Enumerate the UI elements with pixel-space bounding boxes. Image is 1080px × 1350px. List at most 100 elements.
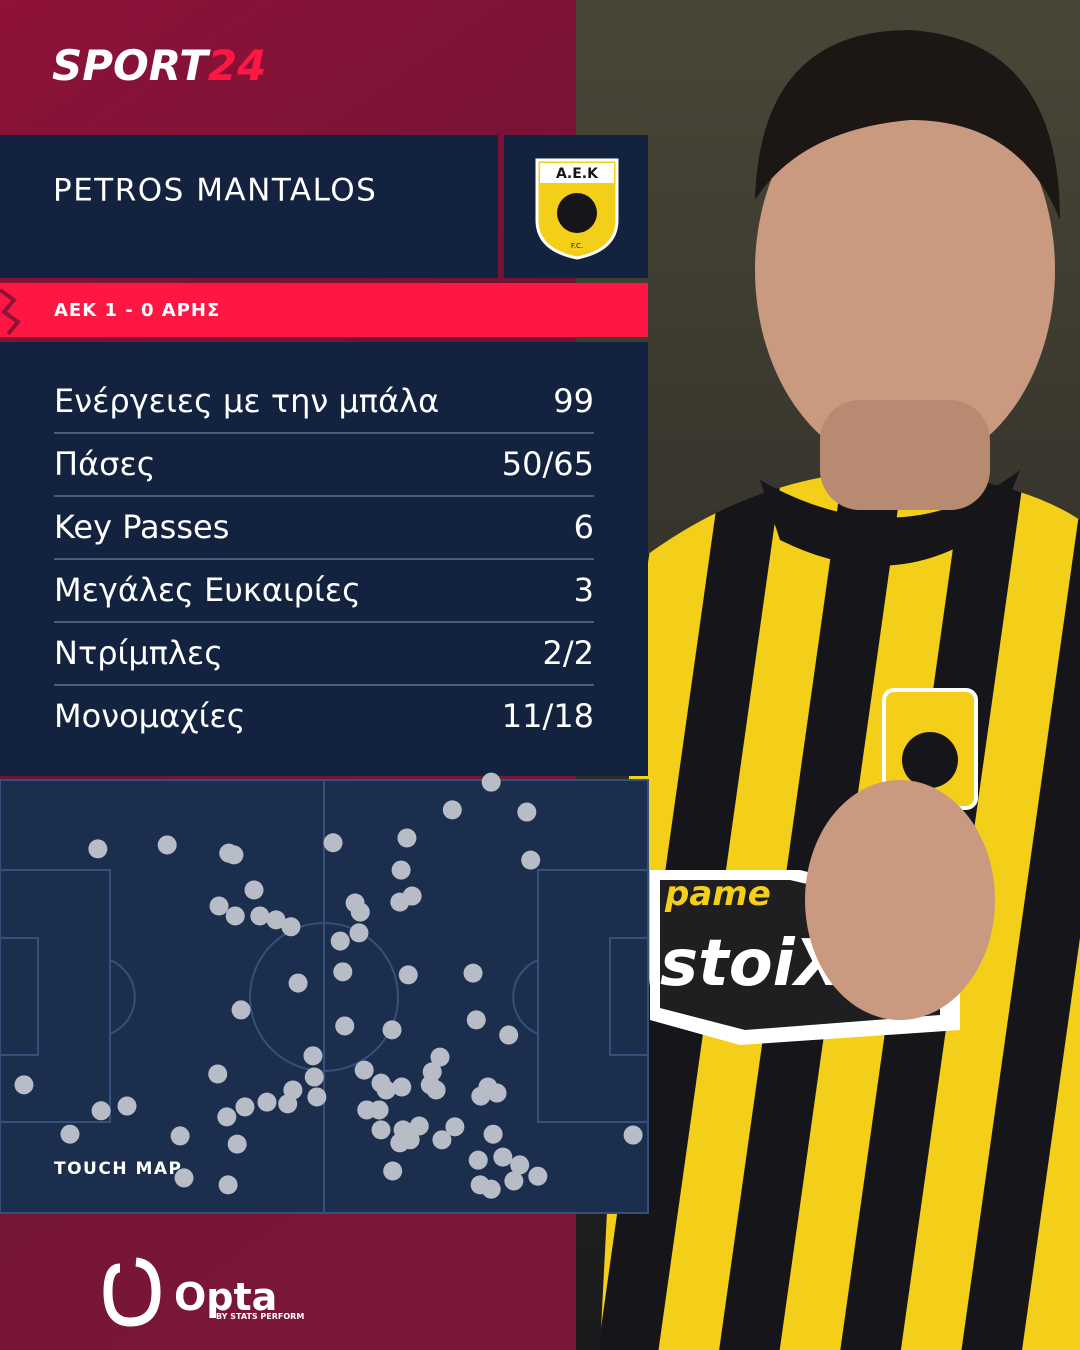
- touch-dot: [510, 1155, 530, 1175]
- touch-dot: [390, 892, 410, 912]
- touch-dot: [303, 1046, 323, 1066]
- touch-dot: [398, 965, 418, 985]
- touch-dot: [493, 1147, 513, 1167]
- touch-dot: [208, 1064, 228, 1084]
- touch-dot: [231, 1000, 251, 1020]
- touch-dot: [390, 1133, 410, 1153]
- stat-label: Ντρίμπλες: [54, 634, 223, 672]
- touch-dot: [257, 1092, 277, 1112]
- touch-dot: [623, 1125, 643, 1145]
- club-badge: Α.Ε.Κ F.C.: [535, 158, 619, 260]
- touch-dot: [383, 1161, 403, 1181]
- sponsor-top: pame: [664, 874, 771, 914]
- touch-dot: [174, 1168, 194, 1188]
- touch-dot: [91, 1101, 111, 1121]
- touch-dot: [528, 1166, 548, 1186]
- touch-dot: [224, 845, 244, 865]
- touch-dot: [170, 1126, 190, 1146]
- header-panel: [0, 135, 498, 278]
- stat-value: 3: [574, 571, 594, 609]
- touch-dot: [409, 1116, 429, 1136]
- touch-dot: [487, 1083, 507, 1103]
- touch-dot: [209, 896, 229, 916]
- brand: SPORT24: [52, 41, 266, 90]
- touch-dot: [369, 1100, 389, 1120]
- touch-dot: [371, 1120, 391, 1140]
- touch-dot: [88, 839, 108, 859]
- stat-value: 50/65: [502, 445, 594, 483]
- touch-dot: [471, 1086, 491, 1106]
- touch-dot: [235, 1097, 255, 1117]
- footer-logo: Opta: [174, 1275, 277, 1319]
- touch-dot: [483, 1124, 503, 1144]
- touch-map-label: TOUCH MAP: [54, 1159, 183, 1179]
- touch-dot: [442, 800, 462, 820]
- touch-dot: [60, 1124, 80, 1144]
- touch-dot: [117, 1096, 137, 1116]
- stat-label: Πάσες: [54, 445, 156, 483]
- touch-dot: [426, 1080, 446, 1100]
- touch-dot: [14, 1075, 34, 1095]
- touch-map: TOUCH MAP: [0, 772, 649, 1214]
- stat-value: 2/2: [543, 634, 595, 672]
- stat-label: Μονομαχίες: [54, 697, 245, 735]
- touch-dot: [481, 772, 501, 792]
- touch-dot: [335, 1016, 355, 1036]
- touch-dot: [288, 973, 308, 993]
- badge-bottom: F.C.: [571, 242, 583, 250]
- touch-dot: [504, 1171, 524, 1191]
- touch-dot: [333, 962, 353, 982]
- touch-dot: [330, 931, 350, 951]
- touch-dot: [466, 1010, 486, 1030]
- touch-dot: [499, 1025, 519, 1045]
- decor: [0, 288, 21, 336]
- touch-dot: [481, 1179, 501, 1199]
- touch-dot: [468, 1150, 488, 1170]
- touch-dot: [307, 1087, 327, 1107]
- touch-dot: [432, 1130, 452, 1150]
- touch-dot: [392, 1077, 412, 1097]
- stat-label: Μεγάλες Ευκαιρίες: [54, 571, 361, 609]
- touch-dot: [225, 906, 245, 926]
- touch-dot: [217, 1107, 237, 1127]
- touch-dot: [463, 963, 483, 983]
- brand-main: SPORT: [52, 41, 211, 90]
- touch-dot: [391, 860, 411, 880]
- touch-dot: [304, 1067, 324, 1087]
- stats-list: Ενέργειες με την μπάλα 99 Πάσες 50/65 Key Pa…: [54, 382, 594, 735]
- touch-dot: [323, 833, 343, 853]
- touch-dot: [517, 802, 537, 822]
- touch-dot: [521, 850, 541, 870]
- touch-dot: [376, 1080, 396, 1100]
- touch-dot: [382, 1020, 402, 1040]
- touch-dot: [430, 1047, 450, 1067]
- player-name: PETROS MANTALOS: [53, 173, 377, 209]
- touch-dot: [349, 923, 369, 943]
- touch-dot: [278, 1094, 298, 1114]
- touch-dot: [218, 1175, 238, 1195]
- badge-top: Α.Ε.Κ: [556, 166, 599, 182]
- stat-label: Key Passes: [54, 508, 229, 546]
- match-bar: [0, 283, 648, 337]
- touch-dot: [350, 902, 370, 922]
- touch-dot: [266, 910, 286, 930]
- player-photo: pame stoiXima: [600, 30, 1080, 1350]
- match-result: ΑΕΚ 1 - 0 ΑΡΗΣ: [54, 300, 220, 321]
- stat-value: 6: [574, 508, 594, 546]
- touch-dot: [227, 1134, 247, 1154]
- stat-label: Ενέργειες με την μπάλα: [54, 382, 439, 420]
- touch-dot: [250, 906, 270, 926]
- touch-dot: [157, 835, 177, 855]
- touch-dot: [397, 828, 417, 848]
- stat-value: 11/18: [502, 697, 594, 735]
- stat-value: 99: [553, 382, 594, 420]
- touch-dot: [445, 1117, 465, 1137]
- opta-logo: Opta BY STATS PERFORM: [103, 1257, 304, 1327]
- touch-dot: [281, 917, 301, 937]
- touch-dot: [354, 1060, 374, 1080]
- brand-accent: 24: [208, 41, 266, 90]
- touch-dot: [244, 880, 264, 900]
- footer-tagline: BY STATS PERFORM: [216, 1312, 304, 1321]
